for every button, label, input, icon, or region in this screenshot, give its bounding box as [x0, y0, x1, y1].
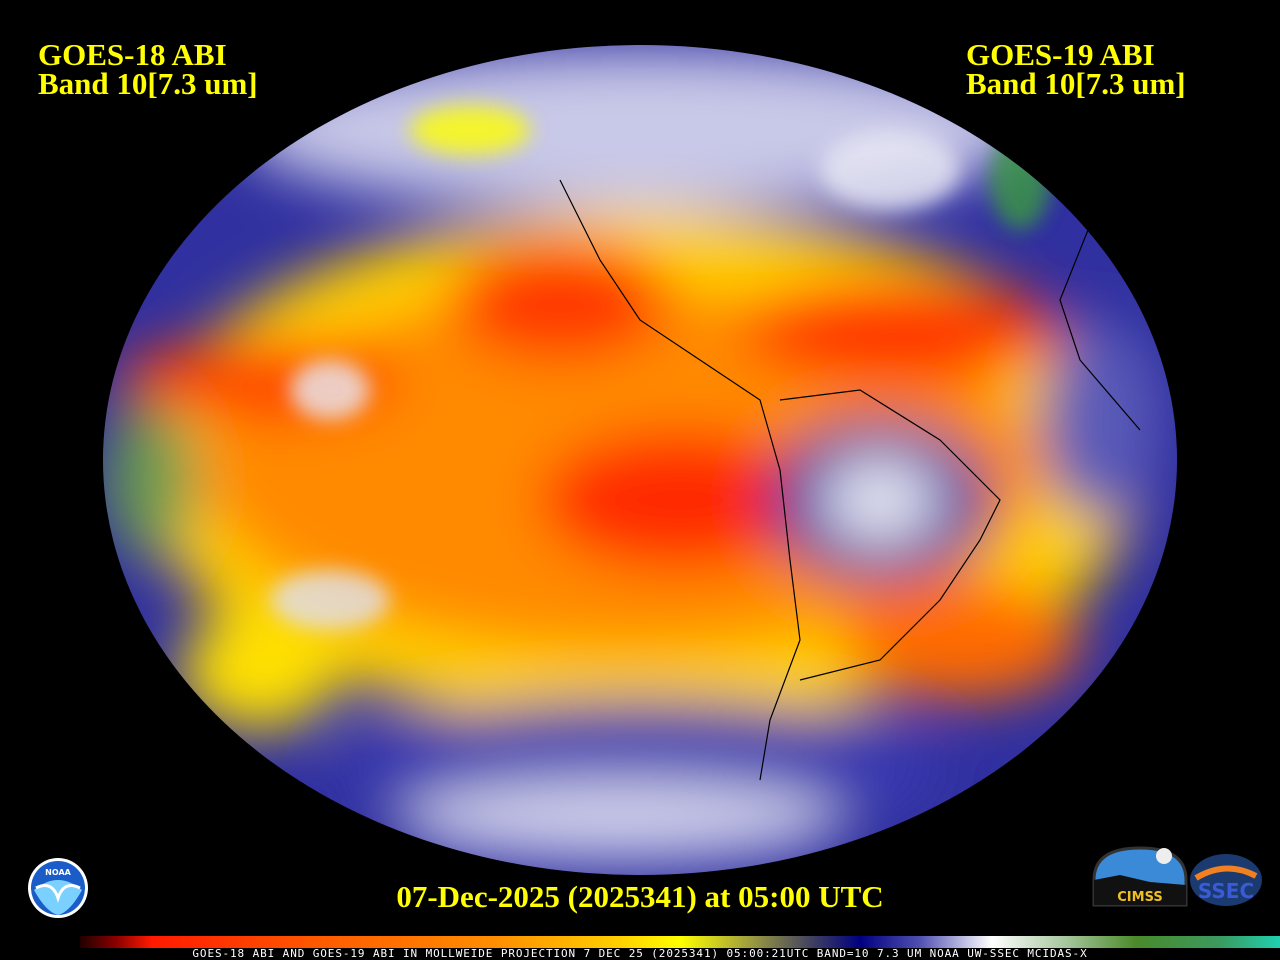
right-satellite-title: GOES-19 ABI Band 10[7.3 um]: [966, 37, 1186, 101]
right-satellite-name: GOES-19 ABI: [966, 37, 1155, 72]
left-satellite-title: GOES-18 ABI Band 10[7.3 um]: [38, 37, 258, 101]
left-satellite-name: GOES-18 ABI: [38, 37, 227, 72]
image-timestamp: 07-Dec-2025 (2025341) at 05:00 UTC: [396, 879, 884, 914]
image-caption: GOES-18 ABI AND GOES-19 ABI IN MOLLWEIDE…: [192, 947, 1088, 960]
right-band-label: Band 10[7.3 um]: [966, 66, 1186, 101]
left-band-label: Band 10[7.3 um]: [38, 66, 258, 101]
color-scale-bar: [80, 936, 1280, 948]
